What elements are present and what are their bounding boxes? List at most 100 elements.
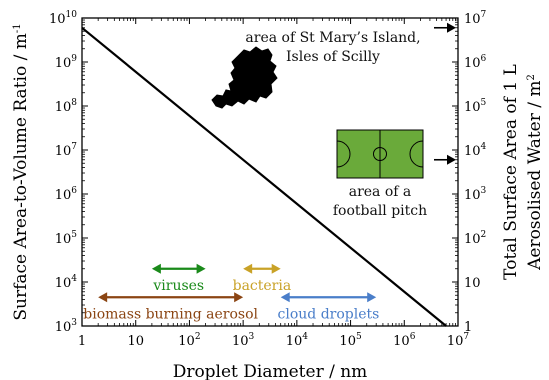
y2-tick-label-exp: 5 (481, 98, 487, 108)
x-tick-label-exp: 7 (463, 332, 469, 342)
x-tick-label: 102 (178, 332, 200, 349)
range-arrow-head-right (234, 292, 244, 303)
y-tick-label: 109 (55, 54, 78, 71)
x-tick-label: 106 (393, 332, 416, 349)
x-tick-label-base: 1 (78, 334, 86, 349)
y2-tick-label: 105 (464, 98, 487, 115)
x-tick-label-exp: 2 (195, 332, 201, 342)
x-tick-label: 1 (78, 334, 86, 349)
y-tick-label-base: 10 (49, 12, 66, 27)
range-arrow: viruses (151, 263, 206, 294)
y-tick-label-base: 10 (55, 56, 72, 71)
y-tick-label-exp: 5 (71, 230, 77, 240)
y2-tick-label: 107 (464, 10, 487, 27)
plot-frame (81, 17, 459, 327)
football-pitch-icon (336, 129, 424, 179)
range-arrow-head-left (98, 292, 108, 303)
range-arrow: cloud droplets (278, 292, 380, 322)
y-tick-label-base: 10 (55, 232, 72, 247)
range-label: biomass burning aerosol (83, 306, 258, 322)
island-arrow (434, 22, 456, 33)
x-tick-label: 107 (447, 332, 470, 349)
x-tick-label: 105 (339, 332, 362, 349)
y2-tick-label-base: 10 (464, 276, 481, 291)
x-tick-label-base: 10 (286, 334, 303, 349)
y2-tick-label-base: 10 (464, 188, 481, 203)
y2-axis-title-line2-text: Aerosolised Water / m (525, 80, 545, 270)
x-tick-label-exp: 3 (249, 332, 255, 342)
y-tick-label: 108 (55, 98, 78, 115)
y-tick-label-exp: 9 (71, 54, 77, 64)
y2-axis-title-line2: Aerosolised Water / m2 (525, 74, 545, 271)
x-tick-label: 10 (127, 334, 144, 349)
y2-axis-title-line1: Total Surface Area of 1 L (501, 64, 521, 280)
y-tick-label-base: 10 (55, 276, 72, 291)
ticks-layer: 1 10 102 103 104 105 106 1071031041051061071081… (49, 10, 487, 349)
y-tick-label-base: 10 (55, 188, 72, 203)
pitch-arrow (434, 154, 456, 165)
range-arrow-head-left (243, 263, 253, 274)
y-tick-label-exp: 4 (71, 274, 77, 284)
y-tick-label-exp: 3 (71, 318, 77, 328)
pitch-label-line1: area of a (349, 184, 412, 200)
x-tick-label-exp: 6 (410, 332, 416, 342)
y2-tick-label: 102 (464, 230, 486, 247)
y-axis-title-text: Surface Area-to-Volume Ratio / m (11, 33, 31, 320)
x-tick-label-base: 10 (127, 334, 144, 349)
x-axis-title: Droplet Diameter / nm (173, 362, 368, 380)
y2-tick-label: 106 (464, 54, 487, 71)
y-tick-label-exp: 8 (71, 98, 77, 108)
island-label-line2: Isles of Scilly (286, 49, 380, 65)
range-arrow-head-right (367, 292, 377, 303)
y-tick-label-base: 10 (55, 320, 72, 335)
y2-tick-label-exp: 7 (481, 10, 487, 20)
range-arrow-head-left (280, 292, 290, 303)
y2-tick-label: 1 (464, 320, 472, 335)
range-label: cloud droplets (278, 306, 380, 322)
y-tick-label: 107 (55, 142, 78, 159)
range-label: bacteria (233, 278, 292, 294)
y-tick-label: 105 (55, 230, 78, 247)
x-tick-label-exp: 4 (302, 332, 308, 342)
y-tick-label: 103 (55, 318, 78, 335)
y2-tick-label: 10 (464, 276, 481, 291)
y2-tick-label-exp: 6 (481, 54, 487, 64)
x-tick-label: 103 (232, 332, 255, 349)
y-tick-label-exp: 10 (66, 10, 78, 20)
ranges-layer: viruses bacteria biomass burning aerosol cl… (83, 263, 380, 322)
y-tick-label-base: 10 (55, 144, 72, 159)
y2-axis-title-sup: 2 (526, 74, 537, 80)
series-layer (81, 26, 447, 327)
y-axis-title: Surface Area-to-Volume Ratio / m-1 (11, 23, 31, 320)
y2-tick-label-base: 10 (464, 12, 481, 27)
x-tick-label-base: 10 (232, 334, 249, 349)
y-axis-title-sup: -1 (12, 23, 23, 33)
y2-tick-label: 103 (464, 186, 487, 203)
range-arrow: biomass burning aerosol (83, 292, 259, 322)
range-label: viruses (152, 278, 204, 294)
range-arrow-head-right (271, 263, 281, 274)
x-tick-label: 104 (286, 332, 309, 349)
pitch-label-line2: football pitch (333, 203, 427, 219)
y2-tick-label: 104 (464, 142, 487, 159)
y-tick-label: 106 (55, 186, 78, 203)
y-tick-label-exp: 7 (71, 142, 77, 152)
range-arrow: bacteria (233, 263, 292, 294)
island-label-line1: area of St Mary’s Island, (245, 30, 420, 46)
y2-tick-label-base: 10 (464, 232, 481, 247)
x-tick-label-base: 10 (447, 334, 464, 349)
range-arrow-head-left (151, 263, 161, 274)
y2-tick-label-exp: 3 (481, 186, 487, 196)
y2-tick-label-base: 10 (464, 56, 481, 71)
series-line (81, 26, 447, 327)
y-tick-label-base: 10 (55, 100, 72, 115)
x-tick-label-exp: 5 (356, 332, 362, 342)
y-tick-label: 1010 (49, 10, 77, 27)
y-tick-label: 104 (55, 274, 78, 291)
y-tick-label-exp: 6 (71, 186, 77, 196)
y2-tick-label-base: 10 (464, 144, 481, 159)
y2-tick-label-exp: 4 (481, 142, 487, 152)
range-arrow-head-right (196, 263, 206, 274)
x-tick-label-base: 10 (178, 334, 195, 349)
